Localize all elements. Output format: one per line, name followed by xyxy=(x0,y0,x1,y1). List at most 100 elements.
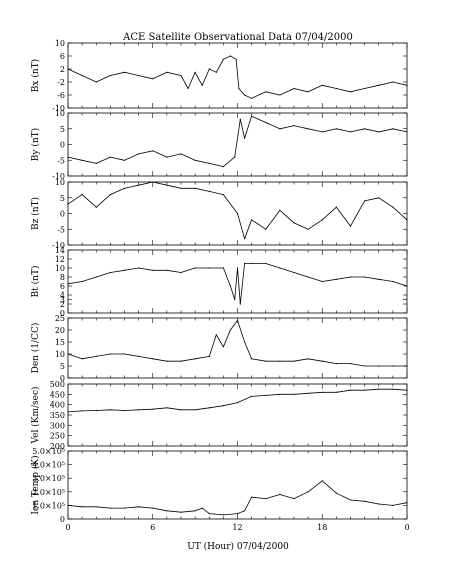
data-point xyxy=(265,262,267,265)
data-point xyxy=(307,128,309,130)
data-point xyxy=(321,84,323,86)
data-point xyxy=(279,94,281,96)
y-axis-label: Vel (Km/sec) xyxy=(30,386,41,444)
data-point xyxy=(236,402,239,404)
data-point xyxy=(251,262,253,265)
x-tick-label: 0 xyxy=(65,523,70,532)
data-point xyxy=(222,166,224,168)
data-point xyxy=(234,298,236,301)
data-point xyxy=(152,358,154,360)
data-point xyxy=(378,197,380,199)
data-point xyxy=(208,407,210,409)
data-point xyxy=(406,389,408,391)
y-tick-label: 250 xyxy=(50,432,65,441)
data-point xyxy=(293,360,295,362)
data-point xyxy=(152,181,154,183)
data-point xyxy=(321,391,323,393)
data-point xyxy=(378,84,380,86)
y-tick-label: 0 xyxy=(60,515,65,524)
data-point xyxy=(349,499,352,501)
y-axis-label: Ion Temp (K) xyxy=(30,455,41,514)
data-point xyxy=(222,405,224,407)
data-point xyxy=(194,409,196,411)
data-point xyxy=(236,513,239,515)
data-point xyxy=(236,267,239,269)
data-point xyxy=(123,409,126,412)
panels: -10 -6 -2 2 6 10 Bx (nT) -10 -5 0 5 10 By (nT) -10 -5 0… xyxy=(30,39,410,532)
data-point xyxy=(251,97,253,99)
y-axis-label: Den (1/CC) xyxy=(30,323,41,374)
y-axis-label: Bt (nT) xyxy=(30,266,41,298)
y-tick-label: 10 xyxy=(55,350,65,359)
y-tick-label: 450 xyxy=(50,390,65,399)
data-point xyxy=(364,500,366,502)
y-tick-label: 20 xyxy=(55,326,65,335)
data-point xyxy=(166,407,168,409)
data-point xyxy=(138,506,140,508)
data-point xyxy=(265,360,267,362)
data-point xyxy=(123,159,126,161)
data-point xyxy=(95,506,97,508)
panel-frame xyxy=(67,450,408,520)
data-point xyxy=(335,128,337,130)
y-tick-label: -2 xyxy=(57,78,65,87)
data-point xyxy=(307,392,309,394)
data-point xyxy=(293,125,295,127)
data-point xyxy=(236,319,239,321)
data-point xyxy=(364,276,366,278)
data-point xyxy=(335,363,337,365)
data-point xyxy=(307,228,309,230)
data-point xyxy=(293,271,295,274)
data-point xyxy=(265,121,267,124)
y-tick-label: 10 xyxy=(55,109,65,118)
data-point xyxy=(208,355,210,357)
data-point xyxy=(95,206,97,208)
data-point xyxy=(67,156,69,158)
data-point xyxy=(244,238,246,240)
y-tick-label: -10 xyxy=(52,241,65,250)
data-point xyxy=(378,503,380,505)
data-point xyxy=(335,391,337,393)
y-tick-label: 10 xyxy=(55,39,65,48)
data-point xyxy=(152,408,154,410)
data-point xyxy=(194,267,196,269)
data-point xyxy=(406,365,408,367)
data-point xyxy=(378,388,380,390)
data-point xyxy=(364,389,366,391)
data-point xyxy=(364,87,366,90)
data-point xyxy=(392,365,394,367)
data-point xyxy=(307,358,309,360)
data-point xyxy=(265,498,267,500)
data-point xyxy=(251,115,253,117)
panel-frame xyxy=(67,317,408,379)
y-tick-label: 4.0×10⁵ xyxy=(32,461,65,470)
data-point xyxy=(279,209,281,211)
panel-2: -10 -5 0 5 10 By (nT) xyxy=(30,109,408,181)
panel-1: -10 -6 -2 2 6 10 Bx (nT) xyxy=(30,39,408,113)
data-point xyxy=(138,267,140,269)
y-tick-label: 5 xyxy=(60,125,65,134)
data-point xyxy=(109,409,111,411)
data-point xyxy=(378,365,380,367)
data-point xyxy=(67,411,69,413)
data-point xyxy=(123,353,126,355)
data-point xyxy=(95,162,97,164)
panel-7: 0 1.0×10⁵ 2.0×10⁵ 3.0×10⁵ 4.0×10⁵ 5.0×10⁵Ion … xyxy=(30,447,408,524)
data-point xyxy=(81,159,83,161)
data-point xyxy=(307,491,309,493)
data-point xyxy=(265,228,267,230)
y-tick-label: -10 xyxy=(52,172,65,181)
data-point xyxy=(229,55,231,57)
data-point xyxy=(166,510,168,512)
data-point xyxy=(138,409,140,411)
data-point xyxy=(138,153,140,155)
y-tick-label: 6 xyxy=(60,282,65,291)
data-point xyxy=(378,278,380,280)
data-point xyxy=(194,159,196,161)
data-point xyxy=(279,493,281,496)
data-point xyxy=(293,222,295,224)
data-point xyxy=(109,507,111,509)
data-point xyxy=(123,269,126,271)
y-tick-label: 400 xyxy=(50,401,65,410)
